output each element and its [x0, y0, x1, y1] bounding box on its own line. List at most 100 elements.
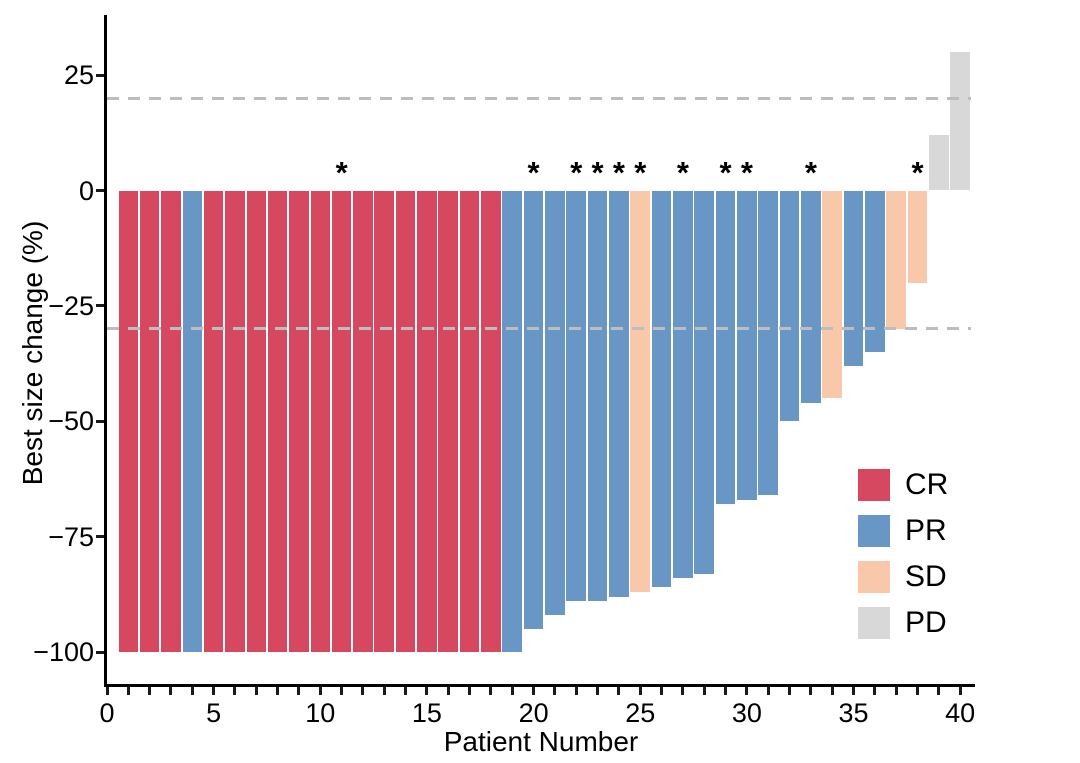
x-tick — [830, 686, 834, 695]
x-tick — [254, 686, 258, 695]
x-tick — [724, 686, 728, 695]
x-tick-label: 35 — [838, 698, 869, 728]
bar-patient-29 — [715, 190, 736, 505]
bar-patient-25 — [630, 190, 651, 593]
significance-star: * — [634, 155, 647, 190]
significance-star: * — [527, 155, 540, 190]
y-tick — [96, 535, 104, 539]
x-tick — [596, 686, 600, 695]
x-tick — [489, 686, 493, 695]
y-tick — [96, 304, 104, 308]
y-axis-title: Best size change (%) — [17, 220, 48, 486]
x-tick — [105, 686, 109, 695]
bar-patient-5 — [203, 190, 224, 653]
x-tick-label: 5 — [206, 698, 222, 728]
y-tick — [96, 73, 104, 77]
significance-star: * — [591, 155, 604, 190]
bar-patient-6 — [225, 190, 245, 653]
x-tick — [382, 686, 386, 695]
bar-patient-37 — [886, 190, 906, 329]
y-tick-label: −100 — [33, 637, 94, 668]
bar-patient-36 — [865, 190, 885, 353]
x-tick — [126, 686, 130, 695]
x-tick — [318, 686, 322, 695]
bar-patient-1 — [118, 190, 139, 653]
x-tick — [404, 686, 408, 695]
x-axis-line — [104, 683, 975, 687]
x-tick — [446, 686, 450, 695]
x-tick — [681, 686, 685, 695]
x-tick-label: 30 — [731, 698, 762, 728]
bar-patient-19 — [502, 190, 523, 653]
x-tick — [553, 686, 557, 695]
bar-patient-13 — [374, 190, 395, 653]
bar-patient-12 — [353, 190, 373, 653]
x-tick — [916, 686, 920, 695]
bar-patient-38 — [907, 190, 928, 283]
x-tick — [574, 686, 578, 695]
legend-swatch-CR — [858, 469, 890, 501]
x-tick — [297, 686, 301, 695]
legend-label-PR: PR — [905, 514, 947, 547]
legend-label-CR: CR — [905, 468, 949, 501]
bar-patient-3 — [161, 190, 181, 653]
bar-patient-35 — [843, 190, 864, 366]
reference-line--30 — [107, 327, 971, 331]
bar-patient-10 — [310, 190, 331, 653]
bar-patient-32 — [779, 190, 800, 422]
x-tick — [190, 686, 194, 695]
x-tick — [532, 686, 536, 695]
bar-patient-21 — [545, 190, 565, 616]
x-tick — [638, 686, 642, 695]
x-tick — [788, 686, 792, 695]
legend-label-SD: SD — [905, 560, 947, 593]
x-tick — [852, 686, 856, 695]
significance-star: * — [612, 155, 625, 190]
y-tick-label: −25 — [48, 290, 94, 321]
significance-star: * — [719, 155, 732, 190]
x-tick — [809, 686, 813, 695]
y-tick-label: 0 — [78, 175, 94, 206]
bar-patient-39 — [929, 135, 949, 191]
x-tick — [745, 686, 749, 695]
x-tick — [702, 686, 706, 695]
x-tick — [873, 686, 877, 695]
bar-patient-24 — [609, 190, 629, 597]
bar-patient-26 — [651, 190, 672, 588]
bar-patient-28 — [694, 190, 715, 574]
x-tick — [958, 686, 962, 695]
x-tick — [276, 686, 280, 695]
bar-patient-11 — [331, 190, 352, 653]
significance-star: * — [740, 155, 753, 190]
y-tick — [96, 650, 104, 654]
x-tick — [660, 686, 664, 695]
bar-patient-17 — [459, 190, 480, 653]
legend-swatch-SD — [858, 561, 890, 593]
significance-star: * — [911, 155, 924, 190]
x-tick-label: 20 — [518, 698, 549, 728]
bar-patient-34 — [822, 190, 842, 399]
x-tick — [233, 686, 237, 695]
y-axis-line — [104, 15, 107, 687]
bar-patient-9 — [289, 190, 309, 653]
reference-line-20 — [107, 96, 971, 100]
x-tick — [937, 686, 941, 695]
legend-swatch-PD — [858, 607, 890, 639]
x-tick-label: 0 — [99, 698, 115, 728]
x-tick — [148, 686, 152, 695]
x-tick — [425, 686, 429, 695]
bar-patient-22 — [566, 190, 587, 602]
y-tick-label: −50 — [48, 406, 94, 437]
y-tick-label: 25 — [63, 60, 94, 91]
bar-patient-27 — [673, 190, 693, 579]
bar-patient-7 — [246, 190, 267, 653]
x-tick — [340, 686, 344, 695]
x-tick — [468, 686, 472, 695]
legend-label-PD: PD — [905, 606, 947, 639]
bar-patient-40 — [950, 52, 970, 191]
x-tick — [212, 686, 216, 695]
x-tick-label: 25 — [625, 698, 656, 728]
significance-star: * — [335, 155, 348, 190]
x-tick-label: 15 — [411, 698, 442, 728]
significance-star: * — [804, 155, 817, 190]
